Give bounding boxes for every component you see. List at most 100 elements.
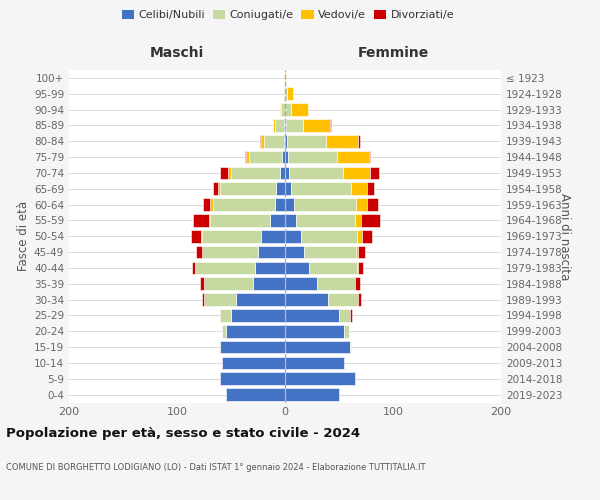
Y-axis label: Fasce di età: Fasce di età <box>17 201 30 272</box>
Bar <box>287 88 293 100</box>
Bar <box>339 309 350 322</box>
Bar <box>285 103 292 116</box>
Bar <box>191 230 201 242</box>
Bar <box>292 103 308 116</box>
Bar <box>277 182 285 195</box>
Bar <box>218 182 220 195</box>
Bar <box>204 278 253 290</box>
Bar <box>226 388 285 401</box>
Text: Maschi: Maschi <box>150 46 204 60</box>
Bar <box>285 214 296 227</box>
Text: Femmine: Femmine <box>358 46 428 60</box>
Bar <box>288 150 337 164</box>
Bar <box>246 150 250 164</box>
Bar <box>280 103 281 116</box>
Bar <box>309 262 358 274</box>
Bar <box>304 246 356 258</box>
Bar <box>285 278 317 290</box>
Bar <box>273 119 275 132</box>
Bar <box>362 230 373 242</box>
Bar <box>245 150 246 164</box>
Bar <box>351 182 367 195</box>
Bar <box>204 293 236 306</box>
Bar <box>220 309 231 322</box>
Bar <box>367 182 374 195</box>
Bar <box>350 309 352 322</box>
Bar <box>280 166 285 179</box>
Bar <box>285 72 286 84</box>
Bar <box>196 262 255 274</box>
Bar <box>358 262 363 274</box>
Bar <box>211 198 212 211</box>
Bar <box>212 198 275 211</box>
Bar <box>285 246 304 258</box>
Bar <box>203 198 211 211</box>
Bar <box>285 356 344 369</box>
Bar <box>285 341 350 353</box>
Bar <box>228 166 231 179</box>
Bar <box>284 119 285 132</box>
Bar <box>202 246 258 258</box>
Bar <box>231 166 280 179</box>
Bar <box>275 198 285 211</box>
Bar <box>219 341 220 353</box>
Bar <box>285 150 288 164</box>
Bar <box>284 88 285 100</box>
Legend: Celibi/Nubili, Coniugati/e, Vedovi/e, Divorziati/e: Celibi/Nubili, Coniugati/e, Vedovi/e, Di… <box>118 6 458 25</box>
Bar <box>285 198 293 211</box>
Text: Popolazione per età, sesso e stato civile - 2024: Popolazione per età, sesso e stato civil… <box>6 428 360 440</box>
Bar <box>284 135 285 147</box>
Bar <box>326 135 358 147</box>
Bar <box>212 182 218 195</box>
Bar <box>356 198 367 211</box>
Bar <box>358 246 365 258</box>
Bar <box>328 293 358 306</box>
Bar <box>361 214 380 227</box>
Bar <box>285 230 301 242</box>
Bar <box>202 230 261 242</box>
Bar <box>220 372 285 385</box>
Bar <box>358 293 361 306</box>
Bar <box>223 356 285 369</box>
Bar <box>286 119 304 132</box>
Bar <box>287 135 326 147</box>
Bar <box>370 166 379 179</box>
Bar <box>265 135 284 147</box>
Bar <box>304 119 331 132</box>
Bar <box>289 166 343 179</box>
Bar <box>358 135 359 147</box>
Bar <box>285 325 344 338</box>
Bar <box>350 341 351 353</box>
Bar <box>355 278 359 290</box>
Bar <box>258 246 285 258</box>
Bar <box>358 230 362 242</box>
Bar <box>231 309 285 322</box>
Bar <box>220 341 285 353</box>
Bar <box>285 166 289 179</box>
Bar <box>275 119 284 132</box>
Bar <box>196 246 202 258</box>
Bar <box>236 293 285 306</box>
Bar <box>261 230 285 242</box>
Bar <box>369 150 370 164</box>
Bar <box>285 135 287 147</box>
Bar <box>260 135 261 147</box>
Bar <box>296 214 355 227</box>
Bar <box>226 325 285 338</box>
Bar <box>200 278 204 290</box>
Bar <box>285 309 339 322</box>
Bar <box>355 214 361 227</box>
Bar <box>356 246 358 258</box>
Bar <box>292 182 351 195</box>
Bar <box>255 262 285 274</box>
Bar <box>201 230 202 242</box>
Bar <box>337 150 369 164</box>
Bar <box>285 182 292 195</box>
Bar <box>285 262 309 274</box>
Bar <box>261 135 265 147</box>
Bar <box>317 278 355 290</box>
Bar <box>344 325 349 338</box>
Bar <box>223 325 226 338</box>
Bar <box>285 119 286 132</box>
Bar <box>293 198 356 211</box>
